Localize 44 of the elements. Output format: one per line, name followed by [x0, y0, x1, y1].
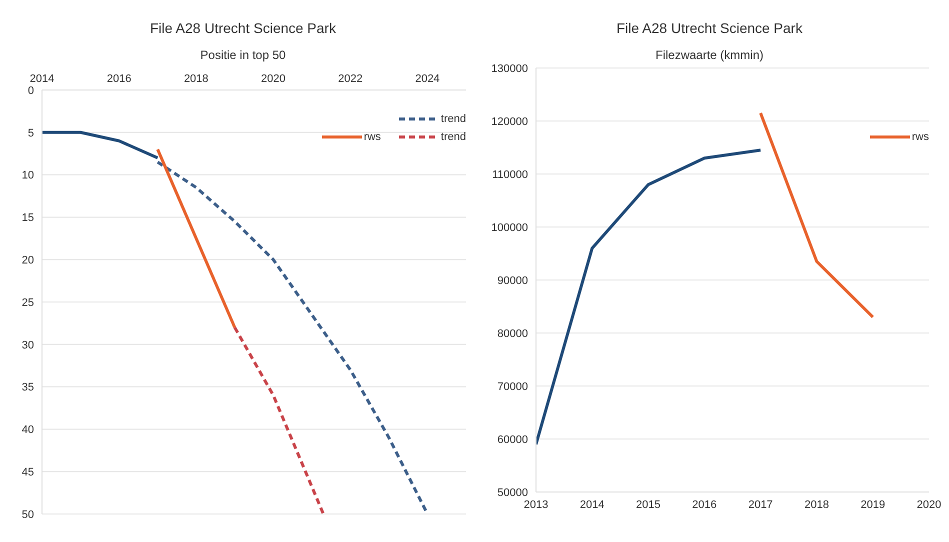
x-tick-label: 2016 — [692, 498, 717, 511]
x-tick-label: 2014 — [30, 73, 54, 85]
legend-label: trend — [440, 113, 466, 125]
x-tick-label: 2022 — [338, 73, 363, 85]
x-tick-label: 2024 — [415, 73, 440, 85]
x-tick-label: 2020 — [916, 498, 942, 511]
legend-label: trend — [440, 131, 466, 143]
chart-subtitle: Filezwaarte (kmmin) — [654, 48, 764, 62]
chart-subtitle: Positie in top 50 — [199, 48, 287, 62]
y-tick-label: 0 — [28, 84, 34, 97]
y-tick-label: 25 — [22, 296, 34, 309]
legend-label: rws — [912, 131, 929, 143]
x-tick-label: 2017 — [748, 498, 773, 511]
x-tick-label: 2018 — [184, 73, 208, 85]
y-tick-label: 45 — [22, 466, 34, 479]
y-tick-label: 10 — [22, 170, 34, 182]
x-tick-label: 2019 — [860, 498, 886, 511]
y-tick-label: 120000 — [491, 116, 528, 128]
y-tick-label: 130000 — [491, 62, 528, 75]
y-tick-label: 50000 — [497, 486, 528, 499]
legend-label: rws — [364, 131, 381, 143]
y-tick-label: 30 — [22, 339, 34, 352]
y-tick-label: 35 — [22, 382, 34, 394]
line-series — [156, 160, 429, 514]
chart-title: File A28 Utrecht Science Park — [616, 20, 804, 36]
y-tick-label: 60000 — [497, 434, 528, 446]
line-series — [536, 148, 762, 446]
x-tick-label: 2014 — [580, 498, 604, 511]
x-tick-label: 2016 — [106, 73, 132, 85]
x-tick-label: 2013 — [524, 498, 548, 511]
chart-title: File A28 Utrecht Science Park — [149, 20, 337, 36]
y-tick-label: 80000 — [497, 328, 528, 340]
x-tick-label: 2015 — [636, 498, 661, 511]
x-tick-label: 2018 — [804, 498, 829, 511]
y-tick-label: 90000 — [497, 274, 528, 287]
y-tick-label: 100000 — [491, 222, 528, 234]
y-tick-label: 110000 — [492, 168, 528, 181]
y-tick-label: 50 — [22, 508, 34, 521]
y-tick-label: 15 — [22, 212, 34, 224]
y-tick-label: 5 — [28, 127, 34, 140]
y-tick-label: 40 — [22, 424, 34, 436]
x-tick-label: 2020 — [261, 73, 286, 85]
y-tick-label: 70000 — [497, 380, 528, 393]
y-tick-label: 20 — [22, 254, 34, 267]
